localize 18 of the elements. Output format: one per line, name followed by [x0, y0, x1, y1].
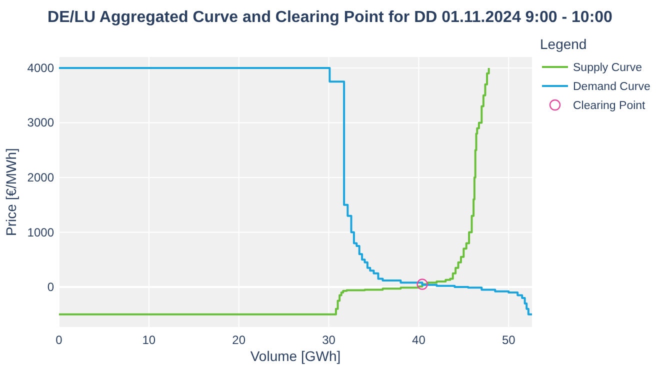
- x-tick-label: 30: [322, 333, 336, 347]
- x-tick-label: 50: [502, 333, 516, 347]
- y-tick-label: 1000: [27, 225, 54, 240]
- legend-label: Clearing Point: [573, 100, 646, 112]
- y-tick-label: 0: [47, 280, 54, 294]
- legend-title: Legend: [540, 36, 587, 52]
- y-tick-label: 2000: [27, 170, 54, 184]
- x-tick-label: 40: [412, 333, 426, 347]
- x-axis-title: Volume [GWh]: [250, 348, 341, 364]
- legend-label: Demand Curve: [573, 81, 650, 93]
- y-tick-label: 3000: [27, 116, 54, 130]
- y-tick-label: 4000: [27, 60, 54, 75]
- x-tick-label: 20: [232, 333, 246, 347]
- y-axis-title: Price [€/MWh]: [3, 148, 19, 236]
- chart-title: DE/LU Aggregated Curve and Clearing Point for DD 01.11.2024 9:00 - 10:00: [48, 9, 613, 26]
- x-tick-label: 0: [56, 333, 63, 347]
- x-tick-label: 10: [142, 333, 156, 347]
- legend-label: Supply Curve: [573, 62, 642, 74]
